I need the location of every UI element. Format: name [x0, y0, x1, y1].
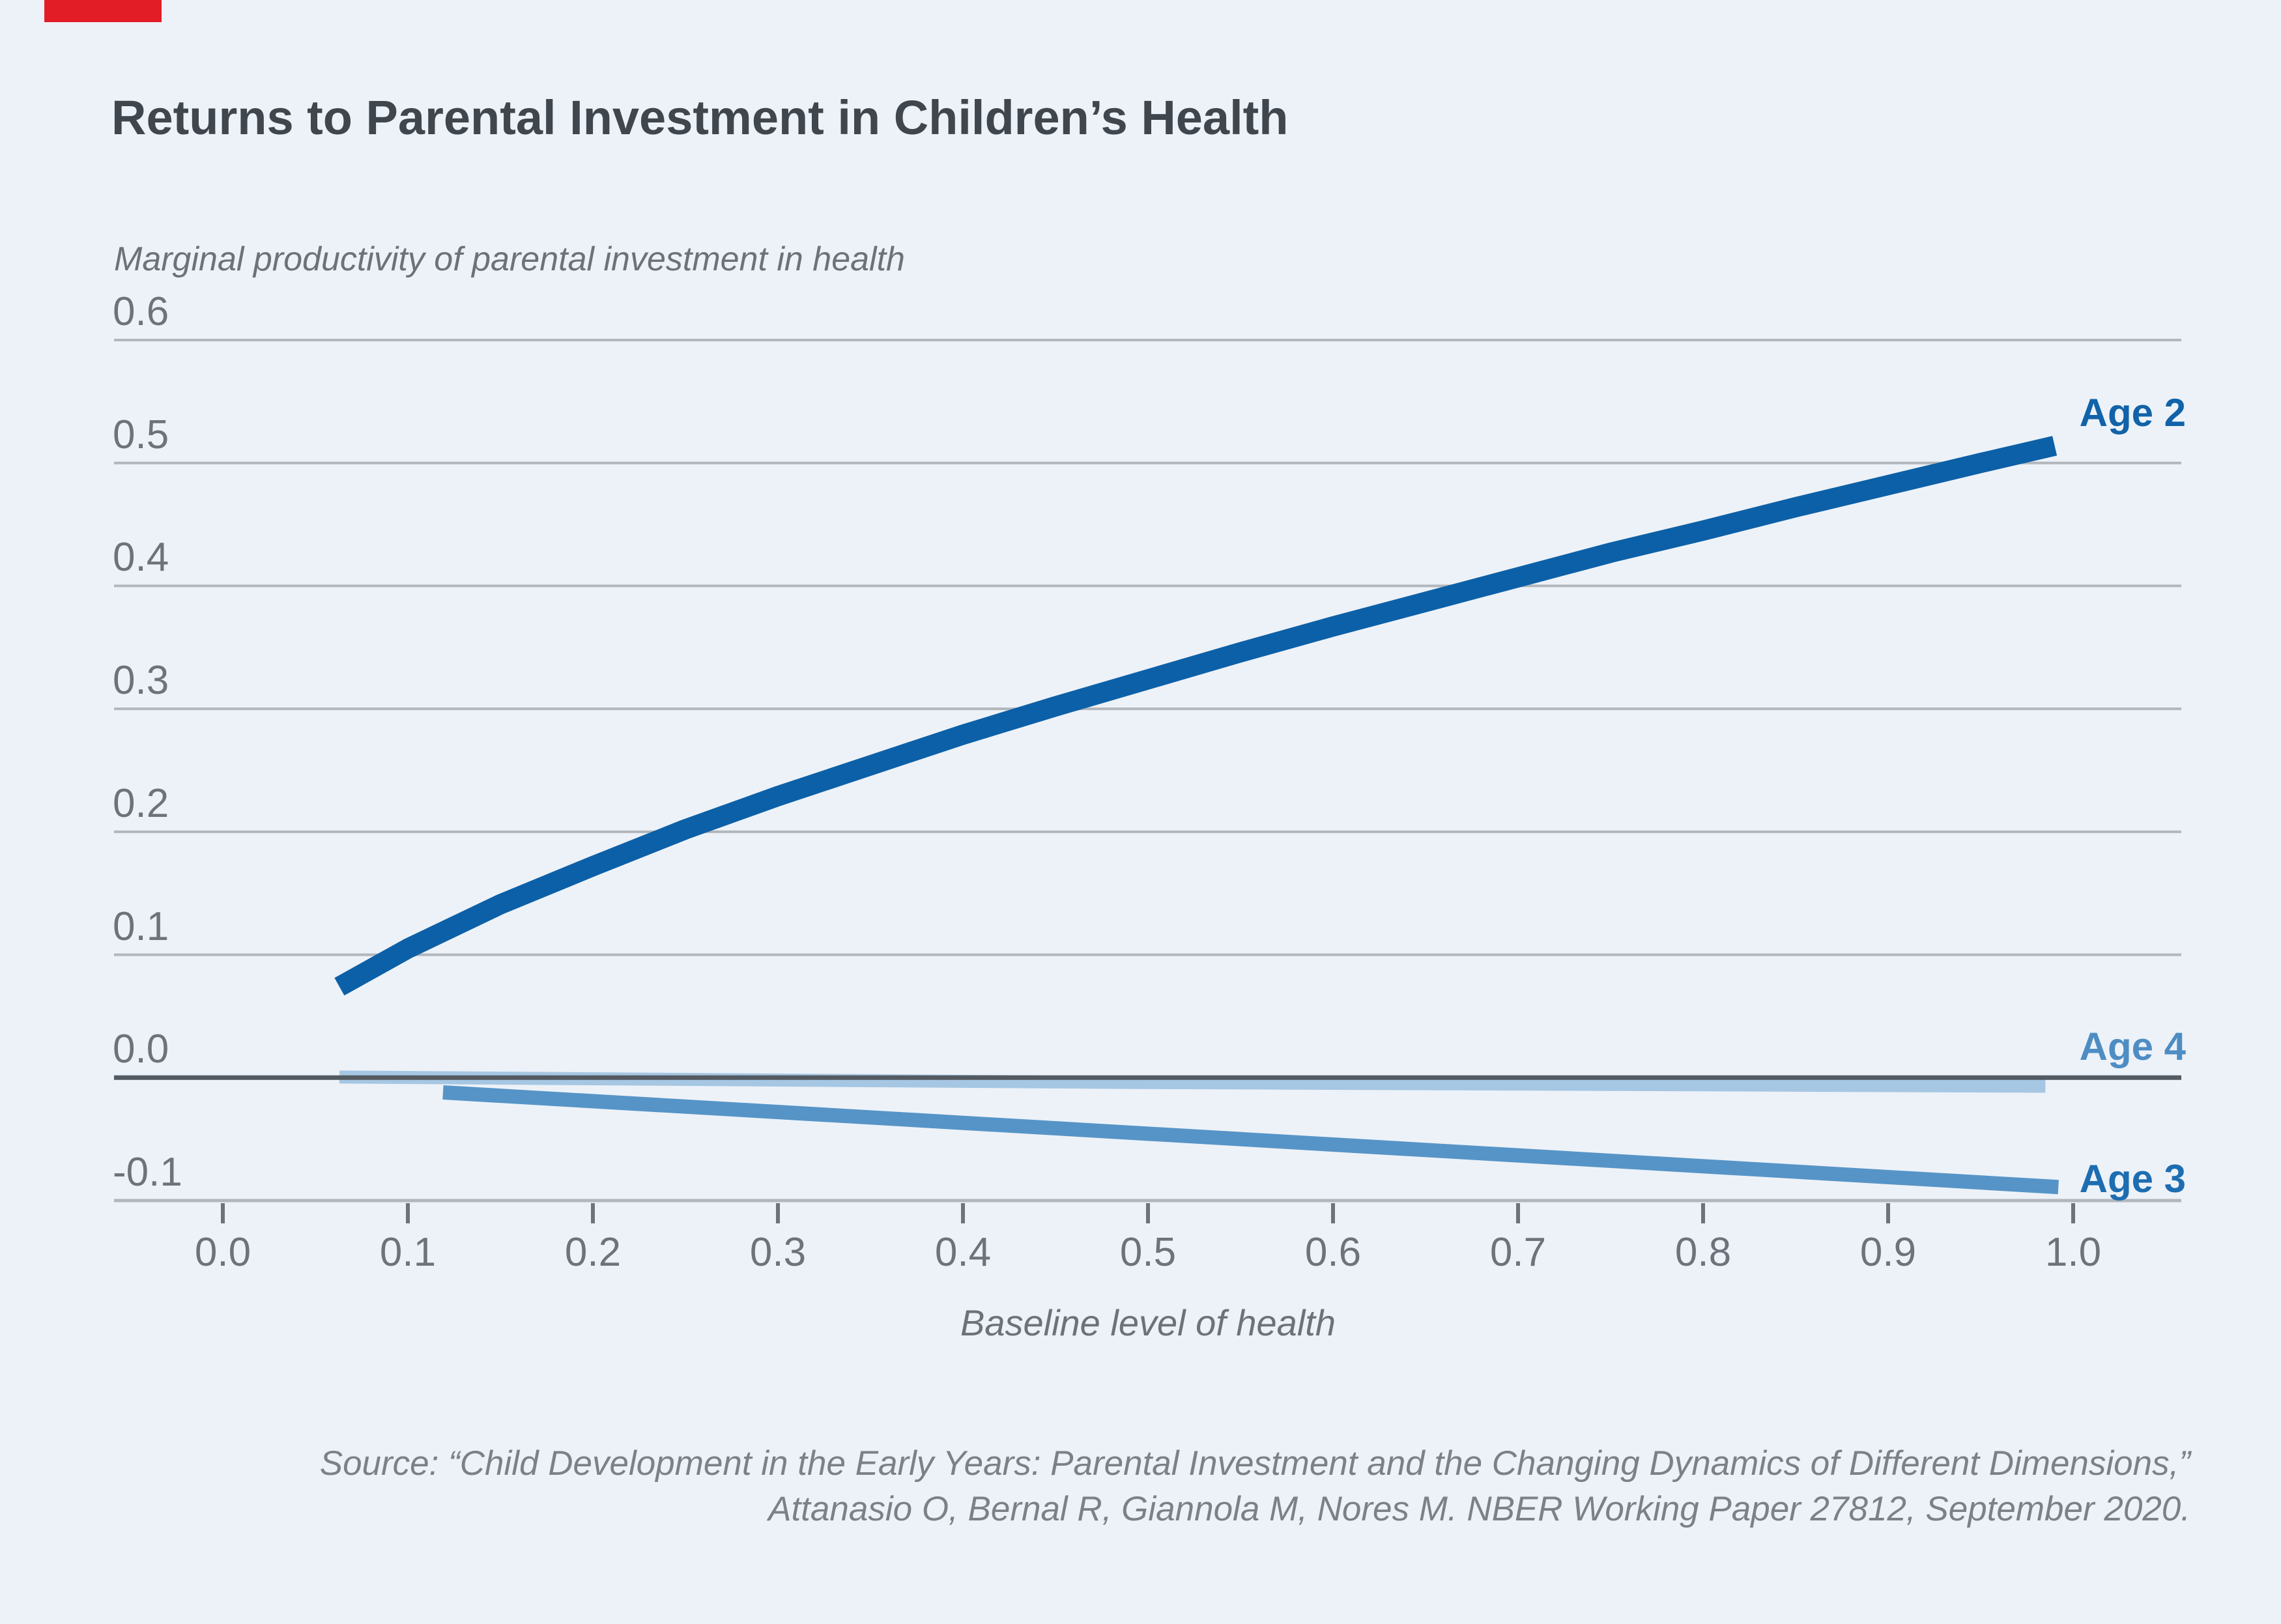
series-line-age-3	[442, 1085, 2059, 1195]
y-tick-label: 0.5	[113, 412, 169, 457]
x-tick-label: 0.7	[1489, 1230, 1547, 1275]
figure-title: Returns to Parental Investment in Childr…	[111, 91, 1289, 145]
series-label-age-3: Age 3	[2079, 1157, 2186, 1201]
x-tick-label: 0.0	[194, 1230, 251, 1275]
x-tick-label: 0.4	[934, 1230, 992, 1275]
x-tick-label: 0.3	[749, 1230, 807, 1275]
x-tick-label: 0.9	[1859, 1230, 1917, 1275]
y-tick-label: -0.1	[113, 1150, 182, 1195]
series-label-age-2: Age 2	[2079, 391, 2186, 435]
y-tick-label: 0.3	[113, 658, 169, 704]
y-tick-label: 0.1	[113, 904, 169, 949]
y-tick-label: 0.0	[113, 1027, 169, 1072]
source-note: Source: “Child Development in the Early …	[320, 1441, 2190, 1532]
source-line-1: Source: “Child Development in the Early …	[319, 1444, 2190, 1483]
y-tick-label: 0.2	[113, 780, 169, 826]
accent-bar	[44, 0, 162, 22]
x-tick-label: 0.6	[1304, 1230, 1362, 1275]
series-line-age-2	[334, 436, 2058, 996]
series-label-age-4: Age 4	[2079, 1025, 2186, 1069]
y-tick-label: 0.4	[113, 535, 169, 580]
x-tick-label: 0.1	[379, 1230, 437, 1275]
y-axis-title: Marginal productivity of parental invest…	[114, 240, 905, 278]
x-tick-label: 1.0	[2044, 1230, 2102, 1275]
x-tick-label: 0.5	[1119, 1230, 1177, 1275]
y-tick-label: 0.6	[113, 289, 169, 334]
x-tick-label: 0.2	[564, 1230, 622, 1275]
x-tick-label: 0.8	[1674, 1230, 1732, 1275]
source-line-2: Attanasio O, Bernal R, Giannola M, Nores…	[768, 1490, 2190, 1528]
x-axis-title: Baseline level of health	[960, 1302, 1336, 1343]
